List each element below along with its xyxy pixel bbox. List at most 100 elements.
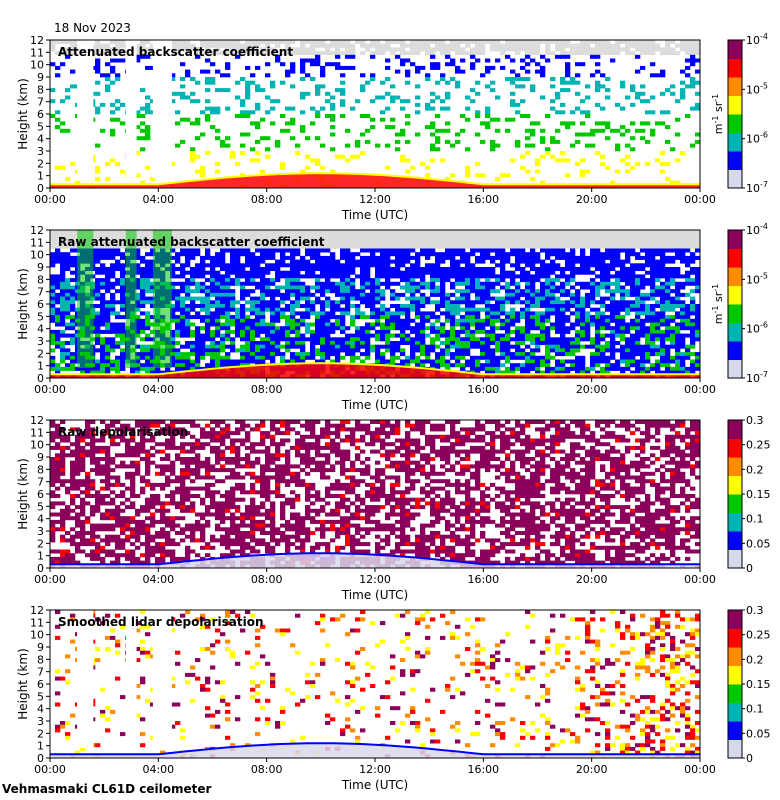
y-tick-label: 12 — [30, 224, 44, 237]
x-tick-label: 16:00 — [467, 763, 499, 776]
y-tick-label: 9 — [37, 261, 44, 274]
y-tick-label: 0 — [37, 562, 44, 575]
x-tick-label: 12:00 — [359, 573, 391, 586]
y-tick-label: 3 — [37, 525, 44, 538]
x-tick-label: 12:00 — [359, 763, 391, 776]
y-tick-label: 4 — [37, 703, 44, 716]
colorbar-unit-part: m — [712, 124, 725, 135]
y-tick-label: 9 — [37, 451, 44, 464]
colorbar-unit-part: -1 — [711, 116, 720, 124]
y-tick-label: 3 — [37, 335, 44, 348]
y-tick-label: 10 — [30, 629, 44, 642]
y-tick-label: 5 — [37, 120, 44, 133]
colorbar-unit-part: sr — [712, 291, 725, 305]
y-tick-label: 4 — [37, 513, 44, 526]
y-tick-label: 3 — [37, 145, 44, 158]
y-tick-label: 9 — [37, 641, 44, 654]
y-tick-label: 0 — [37, 372, 44, 385]
x-tick-label: 04:00 — [142, 573, 174, 586]
heatmap-cells — [50, 40, 701, 189]
colorbar-tick-exponent: -6 — [760, 131, 768, 140]
colorbar-tick-label: 0.15 — [746, 678, 771, 691]
panels: Attenuated backscatter coefficient012345… — [16, 32, 771, 792]
y-tick-label: 1 — [37, 170, 44, 183]
colorbar-tick-label: 0 — [746, 562, 753, 575]
y-tick-label: 10 — [30, 439, 44, 452]
colorbar-unit-part: -1 — [711, 284, 720, 292]
x-tick-label: 00:00 — [684, 383, 716, 396]
y-tick-label: 4 — [37, 133, 44, 146]
y-tick-label: 2 — [37, 727, 44, 740]
y-tick-label: 4 — [37, 323, 44, 336]
colorbar-tick-label: 0.25 — [746, 439, 771, 452]
colorbar-tick-label: 0.1 — [746, 513, 764, 526]
x-tick-label: 20:00 — [576, 573, 608, 586]
colorbar-tick-label: 0.15 — [746, 488, 771, 501]
colorbar-unit: m-1 sr-1 — [711, 94, 725, 134]
x-tick-label: 16:00 — [467, 573, 499, 586]
y-tick-label: 11 — [30, 236, 44, 249]
colorbar-unit-part: -1 — [711, 94, 720, 102]
colorbar-tick-label: 10 — [746, 372, 760, 385]
y-tick-label: 11 — [30, 616, 44, 629]
colorbar-tick-exponent: -5 — [760, 81, 768, 90]
x-tick-label: 08:00 — [251, 763, 283, 776]
colorbar-tick-label: 10 — [746, 83, 760, 96]
y-tick-label: 7 — [37, 96, 44, 109]
colorbar-tick-label: 10 — [746, 323, 760, 336]
colorbar-tick-exponent: -5 — [760, 271, 768, 280]
colorbar-tick-label: 10 — [746, 133, 760, 146]
y-tick-label: 8 — [37, 653, 44, 666]
y-tick-label: 6 — [37, 488, 44, 501]
x-axis-label: Time (UTC) — [341, 208, 408, 222]
y-tick-label: 6 — [37, 108, 44, 121]
x-tick-label: 00:00 — [684, 573, 716, 586]
colorbar-tick-label: 0.3 — [746, 414, 764, 427]
x-tick-label: 08:00 — [251, 193, 283, 206]
panel-title: Raw depolarisation — [58, 425, 188, 439]
y-tick-label: 10 — [30, 249, 44, 262]
y-axis-label: Height (km) — [16, 268, 30, 339]
x-tick-label: 00:00 — [34, 383, 66, 396]
y-tick-label: 2 — [37, 347, 44, 360]
x-tick-label: 00:00 — [34, 763, 66, 776]
y-tick-label: 1 — [37, 550, 44, 563]
x-tick-label: 00:00 — [684, 193, 716, 206]
colorbar: 10-710-610-510 -4m-1 sr-1 — [711, 222, 768, 385]
y-tick-label: 7 — [37, 286, 44, 299]
x-axis-label: Time (UTC) — [341, 778, 408, 792]
y-tick-label: 11 — [30, 426, 44, 439]
heatmap-cells — [50, 610, 701, 759]
colorbar-tick-label: 10 — [746, 182, 760, 195]
y-tick-label: 10 — [30, 59, 44, 72]
colorbar-tick-exponent: -7 — [760, 370, 768, 379]
panel-title: Attenuated backscatter coefficient — [58, 45, 293, 59]
colorbar-tick-label: 0.05 — [746, 537, 771, 550]
colorbar: 10-710-610-510 -4m-1 sr-1 — [711, 32, 768, 195]
colorbar-tick-label: 0.2 — [746, 463, 764, 476]
colorbar-tick-label: 10 — [746, 34, 760, 47]
x-tick-label: 12:00 — [359, 383, 391, 396]
x-tick-label: 04:00 — [142, 763, 174, 776]
y-tick-label: 12 — [30, 604, 44, 617]
colorbar-tick-label: 0.1 — [746, 703, 764, 716]
instrument-label: Vehmasmaki CL61D ceilometer — [2, 782, 211, 796]
x-tick-label: 20:00 — [576, 763, 608, 776]
y-axis-label: Height (km) — [16, 458, 30, 529]
y-tick-label: 5 — [37, 500, 44, 513]
x-tick-label: 00:00 — [34, 573, 66, 586]
date-label: 18 Nov 2023 — [54, 21, 131, 35]
y-tick-label: 1 — [37, 740, 44, 753]
colorbar-tick-label: 0 — [746, 752, 753, 765]
y-axis-label: Height (km) — [16, 648, 30, 719]
colorbar-tick-label: 0.2 — [746, 653, 764, 666]
y-tick-label: 6 — [37, 298, 44, 311]
colorbar-unit-part: -1 — [711, 306, 720, 314]
x-tick-label: 08:00 — [251, 573, 283, 586]
x-tick-label: 20:00 — [576, 383, 608, 396]
x-tick-label: 16:00 — [467, 193, 499, 206]
y-tick-label: 8 — [37, 463, 44, 476]
y-tick-label: 12 — [30, 414, 44, 427]
